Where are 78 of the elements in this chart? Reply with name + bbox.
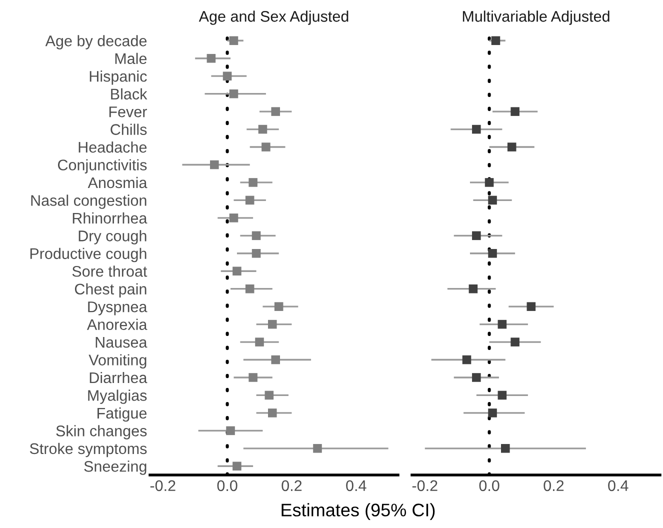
y-tick-label: Rhinorrhea (72, 212, 148, 224)
point (245, 196, 254, 205)
x-tick-label: 0.4 (346, 480, 366, 492)
x-axis-title: Estimates (95% CI) (282, 503, 435, 520)
point (210, 160, 219, 170)
point (232, 266, 242, 276)
point (491, 36, 500, 46)
y-tick-label: Hispanic (90, 70, 147, 85)
y-tick-label: Chest pain (74, 283, 146, 298)
y-tick-label: Stroke symptoms (30, 442, 147, 458)
point (488, 196, 497, 205)
x-tick-label: 0.0 (479, 480, 500, 492)
y-tick-label: Anosmia (88, 176, 148, 188)
y-tick-label: Myalgias (88, 390, 147, 404)
y-tick-label: Dyspnea (88, 302, 148, 316)
y-tick-label: Sore throat (72, 266, 148, 277)
chart-title: Multivariable Adjusted (462, 10, 610, 25)
point (258, 124, 268, 134)
x-tick-label: 0.2 (282, 480, 302, 492)
x-tick-label: 0.0 (217, 480, 238, 492)
point (206, 54, 216, 63)
point (222, 72, 232, 80)
point (232, 462, 242, 471)
y-tick-label: Productive cough (30, 248, 146, 262)
y-tick-label: Nasal congestion (31, 194, 146, 209)
point (229, 214, 238, 222)
point (271, 355, 280, 364)
point (472, 373, 481, 382)
x-tick-label: 0.2 (544, 480, 564, 492)
y-tick-label: Nausea (96, 337, 148, 348)
point (507, 142, 516, 152)
x-tick-label: 0.4 (608, 480, 628, 492)
y-tick-label: Chills (110, 124, 147, 135)
y-tick-label: Skin changes (56, 425, 147, 440)
point (484, 178, 494, 187)
point (472, 124, 481, 134)
point (488, 248, 497, 258)
y-tick-label: Dry cough (78, 230, 146, 244)
y-tick-label: Age by decade (45, 35, 147, 50)
point (274, 302, 284, 311)
point (462, 355, 472, 364)
point (510, 338, 520, 346)
y-tick-label: Diarrhea (90, 372, 148, 384)
point (248, 178, 258, 187)
point (248, 373, 258, 382)
y-tick-label: Sneezing (84, 460, 146, 475)
y-tick-label: Black (111, 88, 148, 100)
point (264, 390, 274, 400)
point (498, 320, 507, 329)
point (468, 284, 478, 294)
chart-title: Age and Sex Adjusted (198, 10, 348, 25)
point (229, 89, 238, 98)
x-tick-label: -0.2 (150, 480, 176, 492)
y-tick-label: Vomiting (88, 354, 146, 368)
y-tick-label: Headache (78, 141, 147, 153)
point (245, 284, 254, 294)
point (255, 338, 264, 346)
point (252, 231, 261, 240)
y-tick-label: Fatigue (98, 407, 147, 422)
point (271, 107, 280, 116)
point (488, 408, 497, 418)
y-tick-label: Fever (109, 106, 147, 118)
y-tick-label: Anorexia (86, 318, 148, 330)
x-tick-label: -0.2 (412, 480, 438, 492)
point (262, 142, 270, 152)
point (226, 426, 235, 436)
point (313, 444, 322, 453)
point (472, 231, 481, 240)
point (268, 408, 277, 418)
point (252, 248, 261, 258)
point (268, 320, 277, 329)
point (501, 444, 510, 453)
y-tick-label: Male (115, 52, 147, 64)
point (498, 390, 507, 400)
y-tick-label: Conjunctivitis (58, 159, 147, 174)
point (526, 302, 536, 311)
point (229, 36, 238, 46)
point (510, 107, 520, 116)
